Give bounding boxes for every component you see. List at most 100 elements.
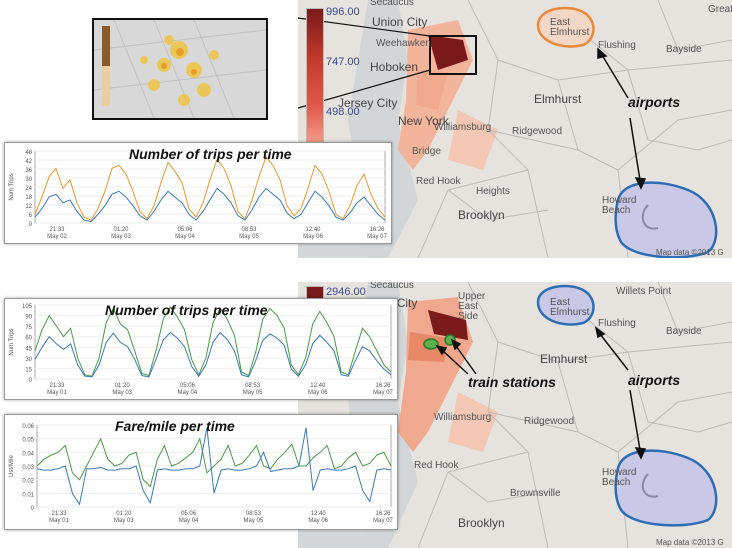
y-tick-label: 105 — [22, 304, 33, 310]
map-label-williamsburg-b: Williamsburg — [434, 412, 492, 423]
x-tick-date: May 03 — [114, 518, 134, 524]
x-tick-date: May 03 — [112, 390, 132, 396]
x-tick-label: 05:06 — [181, 511, 197, 517]
y-tick-label: 12 — [25, 204, 32, 210]
map-label-elmhurst-b: Elmhurst — [540, 352, 588, 366]
map-label-ridgewood: Ridgewood — [512, 126, 563, 137]
y-tick-label: 36 — [25, 168, 32, 174]
y-tick-label: 60 — [25, 336, 32, 342]
map-label-red-hook-b: Red Hook — [414, 460, 459, 471]
inset-heatmap-svg — [94, 20, 266, 118]
y-tick-label: 0 — [29, 378, 33, 384]
map-label-hoboken: Hoboken — [370, 60, 419, 74]
map-label-willets-point: Willets Point — [616, 286, 672, 297]
x-tick-label: 08:53 — [241, 227, 257, 233]
callout-airports-top: airports — [628, 94, 681, 110]
y-tick-label: 0.06 — [22, 424, 34, 430]
map-label-williamsburg: Williamsburg — [434, 122, 492, 133]
series-line-0 — [36, 437, 392, 488]
x-tick-label: 16:26 — [375, 383, 391, 389]
callout-airports-bottom: airports — [628, 372, 681, 388]
map-label-union-city: Union City — [372, 15, 428, 29]
x-tick-label: 12:40 — [305, 227, 321, 233]
x-tick-label: 21:33 — [51, 511, 67, 517]
map-attribution-top: Map data ©2013 G — [656, 248, 724, 257]
y-tick-label: 45 — [25, 346, 32, 352]
series-line-0 — [34, 155, 386, 221]
x-tick-date: May 04 — [175, 234, 195, 240]
map-attribution-bottom: Map data ©2013 G — [656, 538, 724, 547]
x-tick-label: 01:20 — [113, 227, 129, 233]
y-tick-label: 0 — [31, 506, 35, 512]
map-label-heights: Heights — [476, 186, 510, 197]
y-tick-label: 0.04 — [22, 451, 34, 457]
x-tick-date: May 07 — [367, 234, 387, 240]
map-label-howard-beach-b: Howard Beach — [602, 467, 637, 488]
legend-value-mid: 747.00 — [326, 56, 360, 68]
series-line-1 — [34, 187, 386, 223]
y-tick-label: 24 — [25, 186, 32, 192]
bottom-trips-chart: Number of trips per time 105 90 75 60 45 30 15… — [4, 298, 398, 400]
y-tick-label: 90 — [25, 315, 32, 321]
legend-value-max: 996.00 — [326, 6, 360, 18]
map-label-east-elmhurst-b: East Elmhurst — [550, 297, 590, 318]
fare-chart: Fare/mile per time 0.06 0.05 0.04 0.03 0.02 0… — [4, 414, 398, 530]
top-chart-title: Number of trips per time — [129, 146, 292, 162]
map-label-red-hook: Red Hook — [416, 176, 461, 187]
y-tick-label: 48 — [25, 150, 32, 156]
map-label-upper-east-side: Upper East Side — [458, 291, 486, 322]
y-tick-label: 30 — [25, 357, 32, 363]
y-tick-label: 0 — [29, 222, 33, 228]
map-label-secaucus: Secaucus — [370, 0, 414, 8]
fare-chart-svg: 0.060.050.040.030.020.010Ust/Mile21:33Ma… — [9, 424, 393, 524]
x-tick-label: 21:33 — [49, 227, 65, 233]
y-tick-label: 15 — [25, 367, 32, 373]
x-tick-date: May 07 — [373, 390, 393, 396]
x-tick-label: 01:20 — [116, 511, 132, 517]
map-label-flushing-b: Flushing — [598, 318, 636, 329]
y-tick-label: 0.01 — [22, 492, 34, 498]
legend-value-max-bottom: 2946.00 — [326, 286, 366, 298]
top-map-base — [298, 0, 732, 258]
x-tick-date: May 05 — [243, 390, 263, 396]
x-tick-label: 16:26 — [375, 511, 391, 517]
map-label-flushing: Flushing — [598, 40, 636, 51]
map-label-howard-beach: Howard Beach — [602, 195, 637, 216]
y-tick-label: 18 — [25, 195, 32, 201]
map-label-ridgewood-b: Ridgewood — [524, 416, 575, 427]
y-axis-label: Num Trips — [9, 328, 15, 355]
x-tick-date: May 07 — [373, 518, 393, 524]
y-tick-label: 0.02 — [22, 479, 34, 485]
map-label-brooklyn: Brooklyn — [458, 208, 505, 222]
legend-value-low: 498.00 — [326, 106, 360, 118]
x-tick-label: 08:53 — [245, 383, 261, 389]
x-tick-label: 21:33 — [49, 383, 65, 389]
y-tick-label: 75 — [25, 325, 32, 331]
y-tick-label: 6 — [29, 213, 33, 219]
map-label-brownsville: Brownsville — [510, 488, 561, 499]
series-line-1 — [34, 331, 392, 378]
top-map[interactable]: 996.00 747.00 498.00 Secaucus Union City… — [298, 0, 732, 258]
callout-train-stations: train stations — [468, 374, 556, 390]
y-tick-label: 30 — [25, 177, 32, 183]
map-label-bayside: Bayside — [666, 44, 702, 55]
y-axis-label: Ust/Mile — [9, 455, 15, 477]
x-tick-date: May 02 — [47, 234, 67, 240]
bottom-trips-chart-title: Number of trips per time — [105, 302, 268, 318]
x-tick-date: May 01 — [47, 390, 67, 396]
fare-chart-title: Fare/mile per time — [115, 418, 235, 434]
x-tick-label: 08:53 — [246, 511, 262, 517]
x-tick-date: May 05 — [239, 234, 259, 240]
x-tick-date: May 06 — [303, 234, 323, 240]
inset-heatmap — [92, 18, 268, 120]
map-label-east-elmhurst: East Elmhurst — [550, 17, 590, 38]
x-tick-label: 05:06 — [177, 227, 193, 233]
y-tick-label: 42 — [25, 159, 32, 165]
map-label-weehawken: Weehawken — [376, 38, 431, 49]
x-tick-label: 12:40 — [311, 511, 327, 517]
x-tick-date: May 06 — [308, 518, 328, 524]
map-label-bridge: Bridge — [412, 146, 441, 157]
x-tick-label: 01:20 — [115, 383, 131, 389]
x-tick-date: May 05 — [244, 518, 264, 524]
